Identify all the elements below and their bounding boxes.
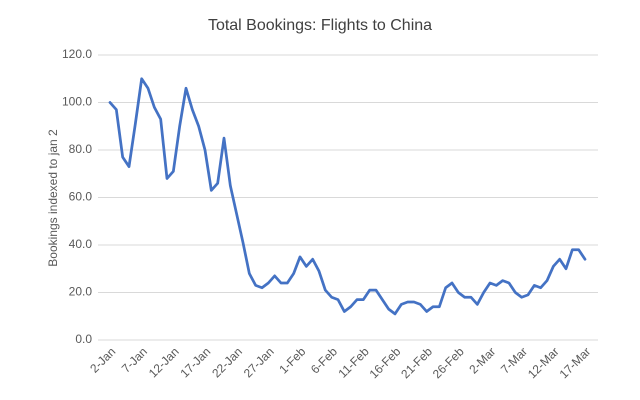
x-tick-label: 11-Feb — [336, 344, 372, 380]
x-tick-label: 16-Feb — [367, 344, 404, 381]
x-tick-label: 12-Jan — [146, 344, 182, 380]
x-tick-label: 27-Jan — [241, 344, 277, 380]
y-tick-label: 0.0 — [75, 332, 92, 346]
y-tick-label: 100.0 — [62, 95, 92, 109]
data-line — [108, 77, 587, 316]
y-axis-title: Bookings indexed to jan 2 — [46, 129, 60, 267]
y-tick-label: 40.0 — [69, 237, 93, 251]
y-tick-label: 120.0 — [62, 47, 92, 61]
x-tick-label: 17-Jan — [178, 344, 214, 380]
x-tick-label: 22-Jan — [209, 344, 245, 380]
x-tick-label: 17-Mar — [557, 344, 594, 381]
y-tick-label: 20.0 — [69, 285, 93, 299]
chart-title: Total Bookings: Flights to China — [208, 17, 432, 34]
x-tick-label: 26-Feb — [430, 344, 467, 381]
x-tick-label: 2-Jan — [87, 344, 118, 375]
y-tick-label: 80.0 — [69, 142, 93, 156]
x-tick-label: 1-Feb — [276, 344, 308, 376]
x-tick-label: 21-Feb — [398, 344, 435, 381]
x-tick-label: 2-Mar — [466, 344, 498, 376]
y-tick-label: 60.0 — [69, 190, 93, 204]
x-tick-label: 12-Mar — [525, 344, 562, 381]
